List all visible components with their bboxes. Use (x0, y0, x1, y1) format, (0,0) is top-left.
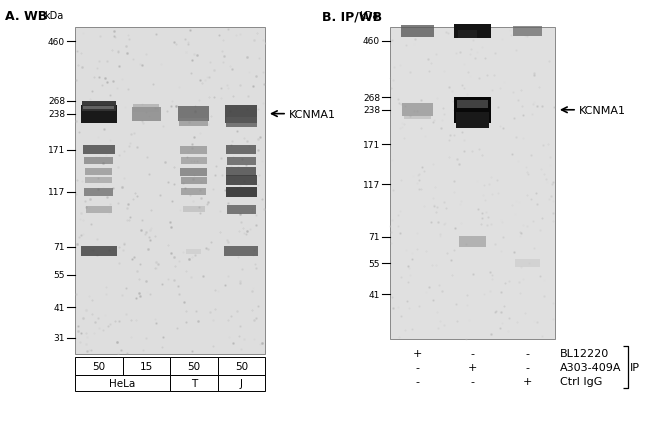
Bar (227, 205, 256, 214)
Bar (81, 105, 117, 124)
Bar (178, 107, 209, 122)
Bar (181, 158, 207, 165)
Bar (226, 176, 257, 186)
Bar (84, 188, 113, 196)
Bar (225, 105, 257, 124)
Bar (404, 112, 432, 120)
Text: T: T (190, 378, 197, 388)
Bar (218, 357, 265, 375)
Bar (226, 118, 257, 127)
Bar (458, 31, 477, 39)
Text: IP: IP (630, 362, 640, 372)
Bar (459, 236, 486, 247)
Bar (180, 147, 207, 155)
Text: HeLa: HeLa (109, 378, 136, 388)
Bar (82, 101, 116, 111)
Bar (183, 207, 205, 213)
Bar (170, 357, 218, 375)
Text: A303-409A: A303-409A (560, 362, 621, 372)
Bar (226, 187, 257, 197)
Bar (400, 26, 434, 38)
Text: 460: 460 (48, 37, 65, 46)
Bar (132, 107, 161, 121)
Bar (75, 357, 122, 375)
Text: 31: 31 (53, 334, 65, 343)
Text: 117: 117 (47, 188, 65, 197)
Bar (515, 260, 540, 268)
Text: 50: 50 (92, 361, 105, 371)
Bar (84, 158, 113, 165)
Bar (86, 206, 112, 213)
Bar (224, 247, 258, 257)
Bar (181, 177, 207, 184)
Text: 268: 268 (48, 97, 65, 106)
Text: KCNMA1: KCNMA1 (289, 109, 336, 119)
Text: +: + (523, 376, 532, 386)
Bar (81, 247, 117, 257)
Text: 15: 15 (140, 361, 153, 371)
Bar (513, 27, 542, 37)
Text: 50: 50 (187, 361, 200, 371)
Bar (454, 25, 491, 39)
Text: +: + (413, 348, 422, 358)
Text: J: J (240, 378, 242, 388)
Text: KCNMA1: KCNMA1 (579, 106, 626, 115)
Bar (179, 118, 208, 127)
Bar (226, 168, 256, 177)
Bar (181, 169, 207, 177)
Bar (83, 106, 114, 109)
Bar (85, 178, 112, 184)
Bar (454, 98, 491, 124)
Bar (218, 375, 265, 391)
Text: -: - (415, 376, 419, 386)
Text: BL12220: BL12220 (560, 348, 609, 358)
Bar (402, 104, 434, 117)
Text: B. IP/WB: B. IP/WB (322, 10, 382, 23)
Text: -: - (525, 348, 530, 358)
Text: 50: 50 (235, 361, 248, 371)
Text: -: - (525, 362, 530, 372)
Text: 41: 41 (369, 290, 380, 299)
Text: 55: 55 (369, 259, 380, 268)
Text: 171: 171 (47, 146, 65, 155)
Text: A. WB: A. WB (5, 10, 47, 23)
Text: 268: 268 (363, 94, 380, 103)
Text: kDa: kDa (44, 11, 63, 21)
Text: 117: 117 (363, 180, 380, 189)
Bar (85, 169, 112, 176)
Bar (75, 375, 170, 391)
Text: 71: 71 (369, 233, 380, 242)
Bar (186, 249, 202, 254)
Text: 71: 71 (53, 242, 65, 252)
Bar (83, 146, 115, 155)
Text: Ctrl IgG: Ctrl IgG (560, 376, 603, 386)
Bar (133, 104, 159, 112)
Bar (227, 158, 256, 165)
Text: -: - (471, 348, 474, 358)
Bar (181, 189, 206, 196)
Text: -: - (471, 376, 474, 386)
Bar (457, 101, 488, 109)
Text: kDa: kDa (359, 11, 378, 21)
Bar (456, 112, 489, 129)
Bar (75, 28, 265, 354)
Text: 55: 55 (53, 271, 65, 279)
Text: 238: 238 (363, 106, 380, 115)
Text: 460: 460 (363, 37, 380, 46)
Text: +: + (468, 362, 477, 372)
Text: 41: 41 (53, 303, 65, 312)
Text: -: - (415, 362, 419, 372)
Bar (226, 146, 256, 155)
Text: 171: 171 (363, 141, 380, 150)
Bar (122, 357, 170, 375)
Text: 238: 238 (48, 110, 65, 119)
Bar (170, 375, 218, 391)
Bar (390, 28, 555, 339)
